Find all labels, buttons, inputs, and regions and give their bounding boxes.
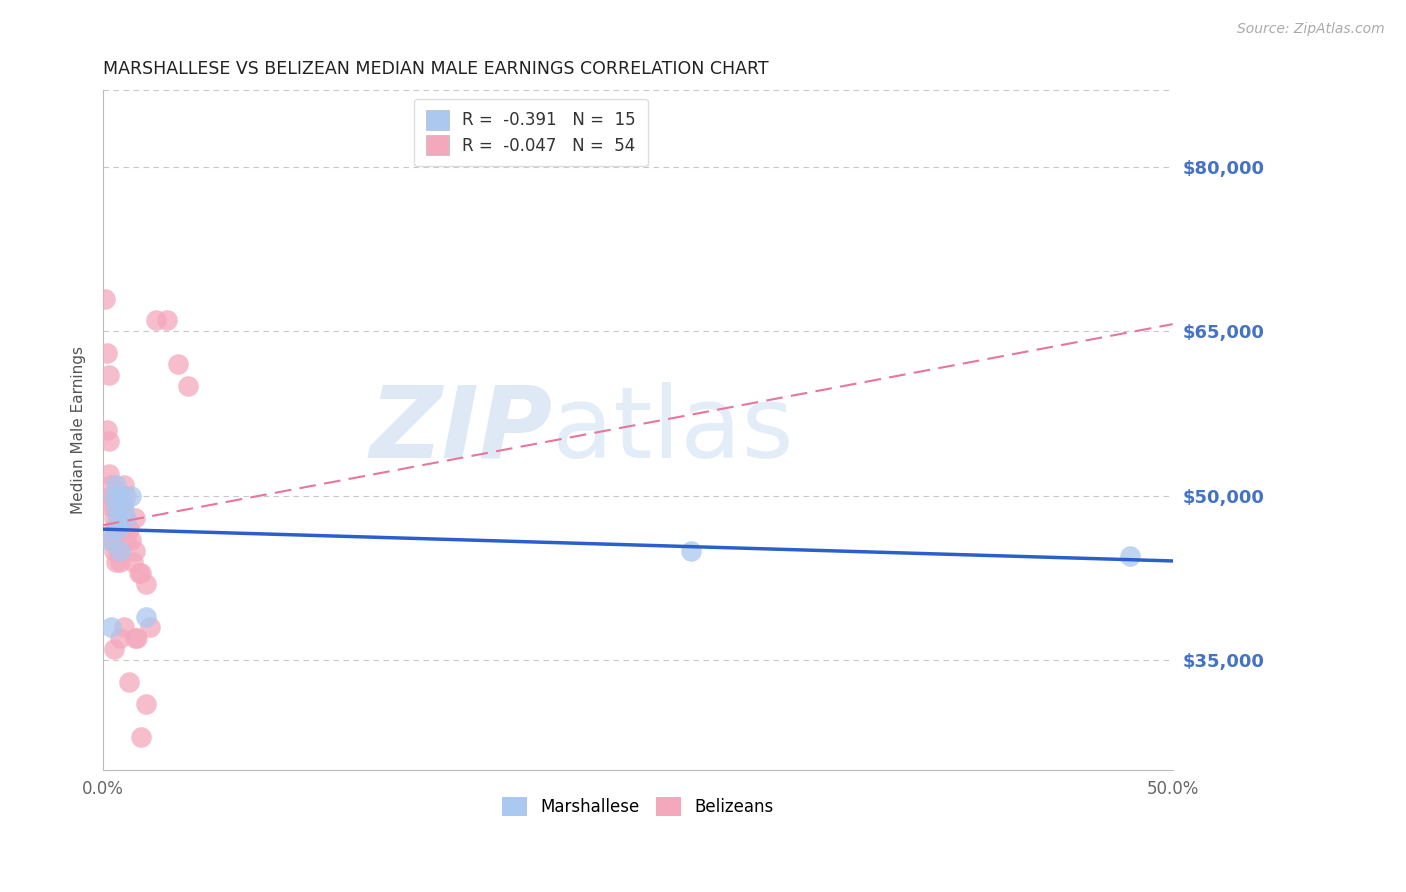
Point [131, 566, 153, 580]
Point [112, 620, 135, 634]
Point [108, 500, 131, 514]
Point [103, 500, 125, 514]
Point [103, 642, 125, 657]
Point [115, 489, 138, 503]
Point [104, 478, 127, 492]
Point [124, 543, 146, 558]
Point [96, 346, 118, 360]
Point [177, 379, 200, 393]
Text: MARSHALLESE VS BELIZEAN MEDIAN MALE EARNINGS CORRELATION CHART: MARSHALLESE VS BELIZEAN MEDIAN MALE EARN… [103, 60, 769, 78]
Point [156, 313, 179, 327]
Point [120, 533, 142, 547]
Point [124, 511, 146, 525]
Point [681, 543, 703, 558]
Point [128, 566, 150, 580]
Point [107, 522, 129, 536]
Point [117, 675, 139, 690]
Point [100, 500, 122, 514]
Point [100, 620, 122, 634]
Text: ZIP: ZIP [370, 382, 553, 479]
Point [108, 522, 131, 536]
Point [120, 489, 142, 503]
Point [111, 522, 134, 536]
Point [139, 620, 162, 634]
Point [108, 543, 131, 558]
Point [112, 500, 135, 514]
Text: atlas: atlas [553, 382, 794, 479]
Point [135, 609, 157, 624]
Point [104, 500, 127, 514]
Point [98, 533, 121, 547]
Point [103, 533, 125, 547]
Point [104, 555, 127, 569]
Point [94, 292, 117, 306]
Point [117, 522, 139, 536]
Point [108, 555, 131, 569]
Point [104, 500, 127, 514]
Point [107, 511, 129, 525]
Point [100, 489, 122, 503]
Point [103, 511, 125, 525]
Point [115, 533, 138, 547]
Point [1119, 549, 1142, 564]
Point [98, 368, 121, 383]
Point [103, 543, 125, 558]
Point [100, 478, 122, 492]
Point [112, 511, 135, 525]
Point [145, 313, 167, 327]
Point [100, 533, 122, 547]
Point [104, 489, 127, 503]
Legend: Marshallese, Belizeans: Marshallese, Belizeans [495, 790, 780, 822]
Point [98, 434, 121, 449]
Point [124, 632, 146, 646]
Point [111, 500, 134, 514]
Point [121, 555, 143, 569]
Point [135, 576, 157, 591]
Point [115, 511, 138, 525]
Point [103, 489, 125, 503]
Point [107, 511, 129, 525]
Point [127, 632, 149, 646]
Text: Source: ZipAtlas.com: Source: ZipAtlas.com [1237, 22, 1385, 37]
Point [135, 697, 157, 711]
Point [104, 522, 127, 536]
Point [103, 522, 125, 536]
Point [107, 489, 129, 503]
Point [103, 489, 125, 503]
Point [166, 357, 188, 371]
Point [98, 467, 121, 481]
Point [108, 632, 131, 646]
Point [112, 478, 135, 492]
Point [131, 730, 153, 744]
Point [96, 423, 118, 437]
Point [107, 543, 129, 558]
Y-axis label: Median Male Earnings: Median Male Earnings [72, 346, 86, 514]
Point [108, 489, 131, 503]
Point [111, 489, 134, 503]
